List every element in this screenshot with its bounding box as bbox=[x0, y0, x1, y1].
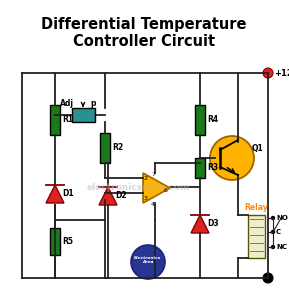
Bar bbox=[248, 215, 265, 258]
Text: Differential Temperature
Controller Circuit: Differential Temperature Controller Circ… bbox=[41, 17, 247, 49]
Text: 6: 6 bbox=[164, 188, 168, 193]
Text: C: C bbox=[276, 229, 281, 235]
Bar bbox=[50, 105, 60, 135]
Text: D3: D3 bbox=[207, 220, 218, 229]
Circle shape bbox=[210, 136, 254, 180]
Text: Electronics
Area: Electronics Area bbox=[134, 256, 162, 264]
Text: 7: 7 bbox=[151, 172, 155, 178]
Polygon shape bbox=[191, 215, 209, 233]
Bar bbox=[100, 133, 110, 163]
Text: Q1: Q1 bbox=[252, 143, 264, 152]
Circle shape bbox=[131, 245, 165, 279]
Text: 4: 4 bbox=[151, 202, 155, 206]
Text: R2: R2 bbox=[112, 143, 123, 152]
Text: electronicsarea.com: electronicsarea.com bbox=[86, 184, 190, 193]
Bar bbox=[195, 158, 205, 178]
Bar bbox=[72, 108, 95, 122]
Polygon shape bbox=[99, 187, 117, 205]
Circle shape bbox=[271, 217, 275, 220]
Text: NC: NC bbox=[276, 244, 287, 250]
Bar bbox=[50, 228, 60, 255]
Circle shape bbox=[263, 68, 273, 78]
Text: R3: R3 bbox=[207, 164, 218, 172]
Text: Adj: Adj bbox=[60, 98, 74, 107]
Text: R1: R1 bbox=[62, 116, 73, 124]
Text: +12V: +12V bbox=[274, 68, 289, 77]
Text: D1: D1 bbox=[62, 190, 74, 199]
Text: 3: 3 bbox=[144, 196, 148, 200]
Circle shape bbox=[263, 273, 273, 283]
Text: 2: 2 bbox=[144, 176, 148, 181]
Circle shape bbox=[271, 230, 275, 233]
Bar bbox=[195, 105, 205, 135]
Polygon shape bbox=[46, 185, 64, 203]
Polygon shape bbox=[143, 173, 170, 203]
Text: NO: NO bbox=[276, 215, 288, 221]
Text: R5: R5 bbox=[62, 237, 73, 246]
Text: D2: D2 bbox=[115, 191, 127, 200]
Text: p: p bbox=[90, 98, 95, 107]
Text: Relay: Relay bbox=[244, 203, 268, 212]
Text: R4: R4 bbox=[207, 116, 218, 124]
Circle shape bbox=[271, 245, 275, 248]
